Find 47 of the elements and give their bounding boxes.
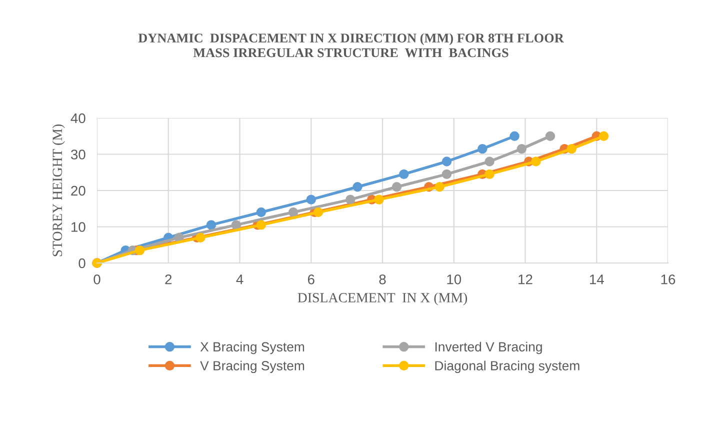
point <box>442 156 452 166</box>
point <box>478 144 488 154</box>
y-tick-label: 0 <box>78 258 86 268</box>
y-tick-label: 30 <box>70 150 86 160</box>
x-tick-label: 2 <box>165 274 172 284</box>
point <box>306 194 316 204</box>
y-tick-label: 20 <box>71 186 86 196</box>
point <box>566 144 577 154</box>
x-tick-label: 16 <box>661 274 676 284</box>
point <box>510 131 520 141</box>
point <box>346 194 356 204</box>
legend-label: Diagonal Bracing system <box>435 360 580 374</box>
point <box>484 156 494 166</box>
point <box>134 245 145 256</box>
legend-label: Inverted V Bracing <box>435 342 542 354</box>
chart-title: DYNAMIC DISPACEMENT IN X DIRECTION (MM) FOR 8TH FLOOR MASS IRREGULAR STRUCTURE WITH BACINGS <box>138 33 564 58</box>
legend-label: X Bracing System <box>200 342 304 354</box>
point <box>196 232 206 242</box>
point <box>598 131 609 141</box>
point <box>442 169 452 180</box>
x-tick-label: 12 <box>518 274 532 284</box>
point <box>288 207 298 218</box>
point <box>352 182 362 192</box>
point <box>256 207 266 218</box>
point <box>256 220 266 230</box>
x-tick-label: 0 <box>94 274 100 284</box>
y-tick-label: 10 <box>72 222 86 232</box>
point <box>545 131 556 141</box>
point <box>392 182 402 192</box>
x-tick-label: 6 <box>308 274 314 284</box>
point <box>516 144 527 154</box>
point <box>206 220 216 230</box>
point <box>313 207 324 218</box>
point <box>374 194 384 204</box>
legend-label: V Bracing System <box>200 360 304 374</box>
x-tick-label: 8 <box>379 274 386 284</box>
x-tick-label: 14 <box>590 274 604 284</box>
y-tick-label: 40 <box>70 113 86 124</box>
y-axis-title: STOREY HEIGHT (M) <box>52 124 65 256</box>
x-tick-label: 4 <box>236 274 244 284</box>
x-tick-label: 10 <box>447 274 462 284</box>
x-axis-title: DISLACEMENT IN X (MM) <box>298 292 468 306</box>
point <box>531 156 541 166</box>
point <box>399 169 409 180</box>
point <box>231 220 242 230</box>
point <box>484 169 494 180</box>
point <box>434 182 444 192</box>
